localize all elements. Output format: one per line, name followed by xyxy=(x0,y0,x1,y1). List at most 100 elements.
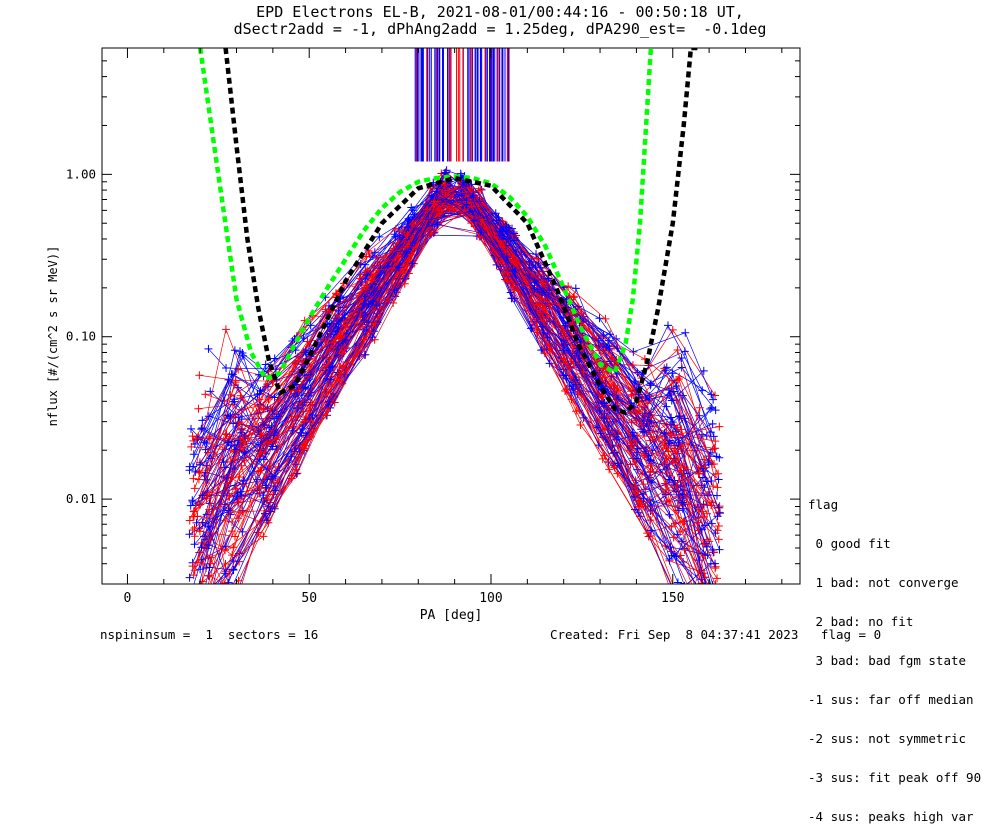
data-point-marker xyxy=(600,398,609,407)
data-point-marker xyxy=(502,253,511,262)
data-layer xyxy=(185,48,724,618)
data-point-marker xyxy=(424,215,433,224)
data-point-marker xyxy=(477,215,486,224)
data-point-marker xyxy=(304,392,313,401)
data-point-marker xyxy=(711,437,720,446)
data-point-marker xyxy=(230,397,239,406)
data-point-marker xyxy=(661,490,670,499)
data-point-marker xyxy=(673,578,682,584)
data-point-marker xyxy=(222,364,231,373)
data-point-marker xyxy=(707,477,716,486)
data-point-marker xyxy=(707,581,709,584)
data-point-marker xyxy=(711,559,720,568)
fit-curve xyxy=(223,48,699,416)
data-point-marker xyxy=(236,434,245,443)
data-point-marker xyxy=(240,456,249,465)
data-point-marker xyxy=(600,451,609,460)
data-point-marker xyxy=(684,581,686,584)
data-point-marker xyxy=(569,293,578,302)
data-point-marker xyxy=(300,444,309,453)
data-point-marker xyxy=(706,448,715,457)
data-point-marker xyxy=(205,571,214,580)
data-point-marker xyxy=(712,452,721,461)
data-point-marker xyxy=(472,209,481,218)
data-point-marker xyxy=(559,336,568,345)
measurement-trace xyxy=(193,198,708,584)
data-point-marker xyxy=(288,426,297,435)
data-point-marker xyxy=(694,518,703,527)
data-point-marker xyxy=(673,423,682,432)
data-point-marker xyxy=(188,562,197,571)
data-point-marker xyxy=(646,379,655,388)
footer-spin-info: nspininsum = 1 sectors = 16 xyxy=(100,627,319,642)
data-point-marker xyxy=(599,331,608,340)
data-point-marker xyxy=(264,395,273,404)
data-point-marker xyxy=(221,325,230,334)
data-point-marker xyxy=(706,405,715,414)
data-point-marker xyxy=(197,543,206,552)
data-point-marker xyxy=(695,469,704,478)
data-point-marker xyxy=(709,610,717,618)
data-point-marker xyxy=(368,333,377,342)
data-point-marker xyxy=(438,192,447,201)
data-point-marker xyxy=(715,545,724,554)
data-point-marker xyxy=(189,450,198,459)
data-point-marker xyxy=(708,546,717,555)
data-point-marker xyxy=(266,507,275,516)
data-point-marker xyxy=(222,473,231,482)
data-point-marker xyxy=(408,259,417,268)
data-point-marker xyxy=(234,514,243,523)
data-point-marker xyxy=(709,548,718,557)
data-point-marker xyxy=(300,371,309,380)
measurement-trace xyxy=(204,191,710,476)
measurement-traces xyxy=(185,166,724,618)
data-point-marker xyxy=(646,501,655,510)
data-point-marker xyxy=(701,463,710,472)
data-point-marker xyxy=(502,276,511,285)
data-point-marker xyxy=(204,412,213,421)
x-axis-label: PA [deg] xyxy=(420,608,483,623)
data-point-marker xyxy=(195,527,204,536)
data-point-marker xyxy=(579,367,588,376)
data-point-marker xyxy=(499,240,508,249)
data-point-marker xyxy=(665,554,674,563)
data-point-marker xyxy=(335,377,344,386)
data-point-marker xyxy=(612,435,621,444)
data-point-marker xyxy=(699,366,708,375)
data-point-marker xyxy=(239,508,248,517)
legend-item: 3 bad: bad fgm state xyxy=(808,653,967,668)
data-point-marker xyxy=(190,484,199,493)
data-point-marker xyxy=(502,222,511,231)
data-point-marker xyxy=(237,405,246,414)
data-point-marker xyxy=(676,527,685,536)
data-point-marker xyxy=(476,228,485,237)
data-point-marker xyxy=(190,439,199,448)
data-point-marker xyxy=(432,187,441,196)
data-point-marker xyxy=(326,375,335,384)
data-point-marker xyxy=(224,438,233,447)
data-point-marker xyxy=(207,454,216,463)
data-point-marker xyxy=(264,487,273,496)
data-point-marker xyxy=(192,434,201,443)
data-point-marker xyxy=(711,580,720,584)
data-point-marker xyxy=(390,286,399,295)
data-point-marker xyxy=(543,333,552,342)
data-point-marker xyxy=(234,576,243,584)
data-point-marker xyxy=(224,578,233,584)
data-point-marker xyxy=(194,404,203,413)
data-point-marker xyxy=(601,314,610,323)
data-point-marker xyxy=(707,390,716,399)
data-point-marker xyxy=(667,396,676,405)
data-point-marker xyxy=(672,481,681,490)
data-point-marker xyxy=(238,479,247,488)
data-point-marker xyxy=(403,230,412,239)
data-point-marker xyxy=(646,381,655,390)
data-point-marker xyxy=(427,230,436,239)
data-point-marker xyxy=(255,482,264,491)
data-point-marker xyxy=(199,592,207,600)
data-point-marker xyxy=(545,344,554,353)
data-point-marker xyxy=(606,330,615,339)
measurement-trace xyxy=(210,194,715,459)
data-point-marker xyxy=(236,391,245,400)
measurement-trace xyxy=(192,190,713,503)
